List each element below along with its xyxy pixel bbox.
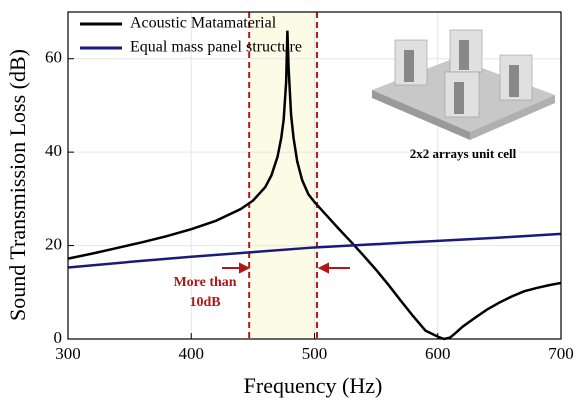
y-tick-label: 20 [45,234,62,253]
x-tick-label: 700 [548,344,574,363]
line-series [67,30,562,341]
y-tick-label: 0 [54,328,63,347]
plot-frame [67,11,562,340]
legend-label: Acoustic Matamaterial [130,15,277,32]
arrows [222,262,350,274]
x-tick-label: 600 [425,344,451,363]
x-tick-label: 300 [55,344,81,363]
inset-caption: 2x2 arrays unit cell [410,146,517,161]
x-axis-label: Frequency (Hz) [244,373,383,398]
x-tick-label: 500 [302,344,328,363]
legend-label: Equal mass panel structure [130,39,302,56]
y-tick-label: 40 [45,141,62,160]
inset-image [372,29,555,140]
line-series [67,232,562,269]
highlight-region [249,12,317,339]
annotation: 10dB [189,295,220,310]
annotation: More than [173,275,236,290]
x-tick-label: 400 [179,344,205,363]
y-axis-label: Sound Transmission Loss (dB) [5,49,30,321]
y-tick-label: 60 [45,48,62,67]
